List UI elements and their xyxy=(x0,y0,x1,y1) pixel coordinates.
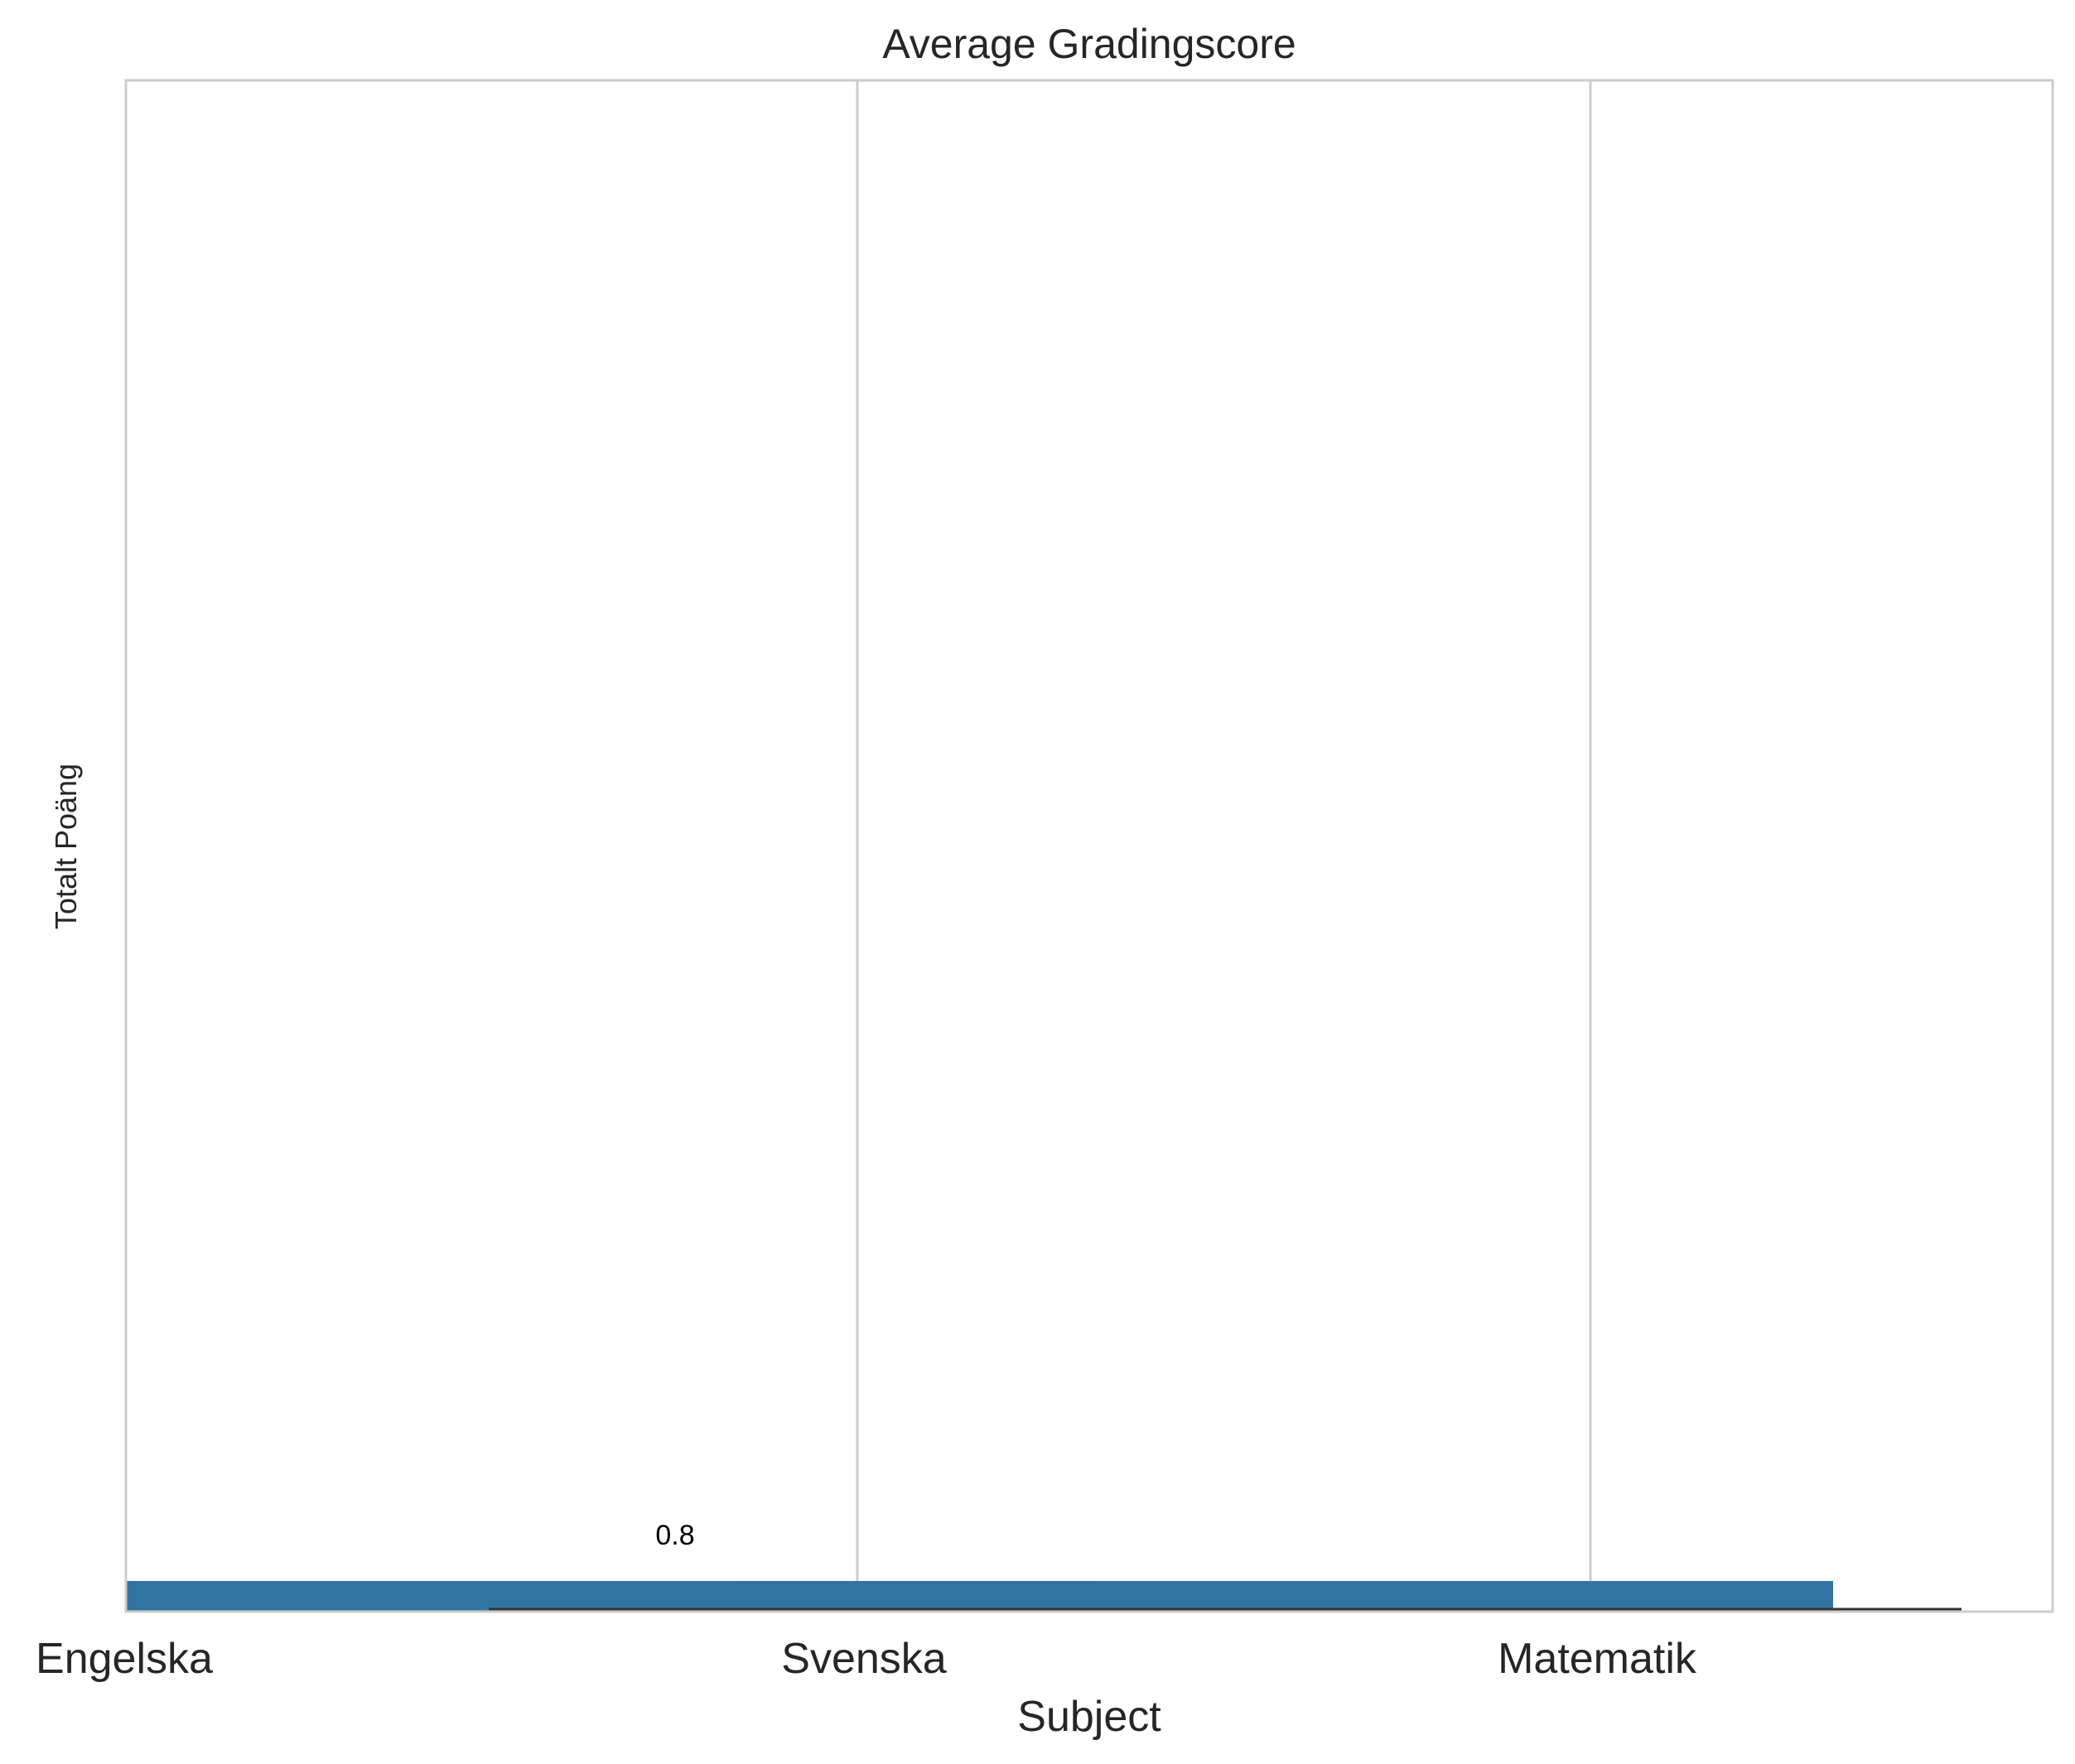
x-tick-label: Svenska xyxy=(781,1635,947,1683)
data-labels: 0.8 xyxy=(655,1520,694,1551)
x-tick-label: Matematik xyxy=(1498,1635,1697,1683)
bars xyxy=(126,1581,1962,1612)
chart-title: Average Gradingscore xyxy=(882,21,1296,67)
data-label: 0.8 xyxy=(655,1520,694,1551)
x-tick-labels: Engelska Svenska Matematik xyxy=(36,1635,1697,1683)
plot-frame xyxy=(124,79,2054,1613)
bar-svenska xyxy=(733,1581,1833,1612)
x-tick-label: Engelska xyxy=(36,1635,213,1683)
grid-lines xyxy=(856,80,1592,1612)
y-axis-label: Totalt Poäng xyxy=(49,764,83,929)
x-axis-label: Subject xyxy=(1017,1693,1161,1741)
